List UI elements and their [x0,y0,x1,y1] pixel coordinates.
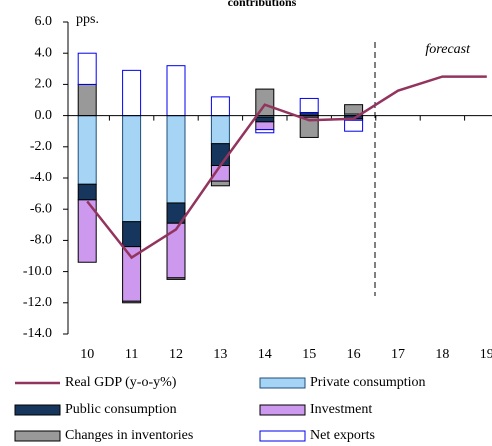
y-tick-label: -2.0 [30,139,52,154]
bar-segment [166,65,186,117]
bar-segment [77,199,97,263]
x-tick-label: 12 [169,347,183,362]
legend-label: Real GDP (y-o-y%) [65,375,177,390]
bar-segment [299,116,319,138]
legend-label: Net exports [310,428,375,443]
bar-segment [255,116,275,123]
bar-segment [255,121,275,131]
bar-segment [122,221,142,248]
bar-segment [122,69,142,117]
chart-title: contributions [228,0,297,9]
bar-segment [122,300,142,304]
x-tick-label: 17 [391,347,405,362]
gdp-line [86,75,487,260]
y-tick-label: 2.0 [35,77,53,92]
x-tick-label: 19 [480,347,492,362]
y-tick-label: -8.0 [30,233,52,248]
x-tick-label: 14 [258,347,272,362]
x-tick-label: 18 [435,347,449,362]
legend-key [259,430,306,442]
y-tick-label: -4.0 [30,170,52,185]
y-tick-label: -14.0 [23,326,52,341]
y-unit: pps. [76,12,99,27]
bar-segment [166,277,186,280]
legend-label: Public consumption [65,402,177,417]
x-tick-label: 11 [125,347,138,362]
x-tick-label: 16 [347,347,361,362]
bar-segment [210,115,230,145]
y-tick-label: -12.0 [23,295,52,310]
bar-segment [344,119,364,132]
legend-label: Investment [310,402,372,417]
bar-segment [255,129,275,134]
x-tick-label: 10 [80,347,94,362]
bar-segment [166,222,186,279]
legend-label: Private consumption [310,375,426,390]
legend-key [14,430,61,442]
y-tick-label: 0.0 [35,108,53,123]
y-tick-label: -6.0 [30,201,52,216]
legend-key [259,377,306,389]
bar-segment [166,115,186,204]
legend-key [14,404,61,416]
bar-segment [77,52,97,85]
y-tick-label: 4.0 [35,45,53,60]
legend-key [259,404,306,416]
bar-segment [77,183,97,201]
y-tick-label: 6.0 [35,14,53,29]
bar-segment [77,83,97,117]
x-tick-label: 15 [302,347,316,362]
bar-segment [77,115,97,185]
x-tick-label: 13 [213,347,227,362]
forecast-label: forecast [425,42,471,57]
bar-segment [122,115,142,223]
legend-label: Changes in inventories [65,428,193,443]
y-tick-label: -10.0 [23,264,52,279]
bar-segment [299,97,319,113]
bar-segment [210,143,230,167]
bar-segment [344,104,364,115]
bar-segment [210,180,230,187]
bar-segment [210,96,230,117]
